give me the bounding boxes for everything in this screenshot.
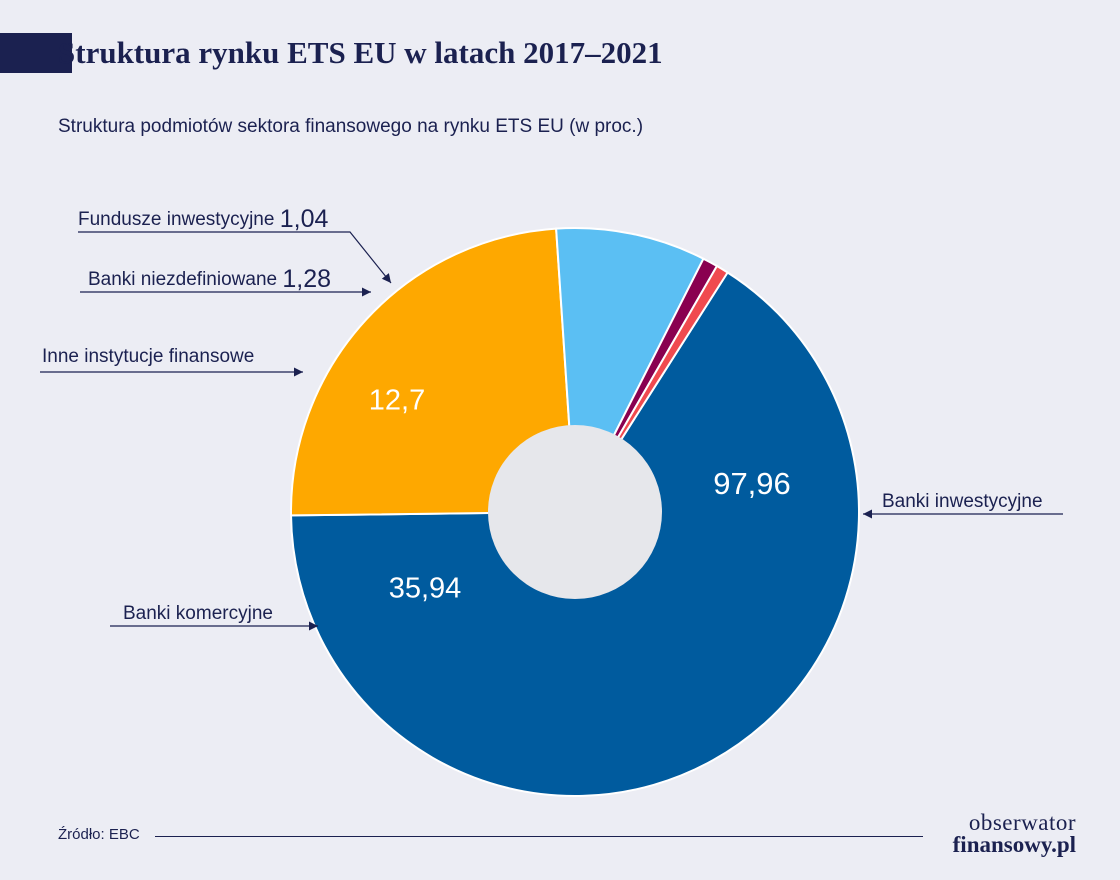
callout-arrowhead xyxy=(362,287,371,297)
slice-category-label: Banki komercyjne xyxy=(123,603,273,624)
callout-arrowhead xyxy=(294,367,303,377)
slice-banki-komercyjne xyxy=(290,227,577,517)
donut-hole xyxy=(488,425,662,599)
callout-arrowhead xyxy=(863,509,872,519)
logo-line-2: finansowy.pl xyxy=(952,832,1076,857)
slice-value-label: 1,04 xyxy=(280,205,329,233)
slice-name: Banki niezdefiniowane xyxy=(88,269,282,290)
slice-category-label: Inne instytucje finansowe xyxy=(42,346,254,367)
chart-title: Struktura rynku ETS EU w latach 2017–202… xyxy=(58,35,663,70)
slice-value-label: 35,94 xyxy=(389,573,462,605)
slice-category-label: Fundusze inwestycyjne 1,04 xyxy=(78,205,328,233)
callout-arrowhead xyxy=(381,273,391,283)
slice-category-label: Banki niezdefiniowane 1,28 xyxy=(88,265,331,293)
logo-line-1: obserwator xyxy=(968,810,1076,835)
slice-value-label: 97,96 xyxy=(713,466,791,501)
footer-divider xyxy=(155,836,923,837)
brand-logo: obserwator finansowy.pl xyxy=(936,810,1076,857)
title-accent-bar xyxy=(0,33,72,73)
slice-name: Fundusze inwestycyjne xyxy=(78,209,280,230)
chart-subtitle: Struktura podmiotów sektora finansowego … xyxy=(58,116,644,137)
callout-line xyxy=(78,231,392,284)
callout-group: Banki inwestycyjne Banki komercyjne Inne i… xyxy=(40,205,1063,631)
source-note: Źródło: EBC xyxy=(58,826,140,843)
slice-category-label: Banki inwestycyjne xyxy=(882,491,1043,512)
callout-arrowhead xyxy=(309,621,318,631)
slice-value-label: 12,7 xyxy=(369,385,425,417)
slice-value-label: 1,28 xyxy=(282,265,331,293)
value-label-group: 97,96 35,94 12,7 xyxy=(369,385,791,605)
